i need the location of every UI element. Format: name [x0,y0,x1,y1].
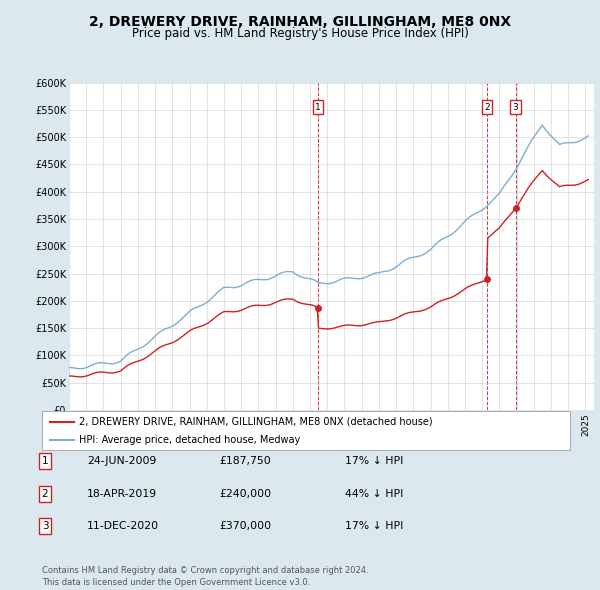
Text: 2: 2 [484,103,490,112]
Text: 2: 2 [41,489,49,499]
Text: £187,750: £187,750 [219,457,271,466]
Text: 24-JUN-2009: 24-JUN-2009 [87,457,157,466]
Text: 44% ↓ HPI: 44% ↓ HPI [345,489,403,499]
Text: 11-DEC-2020: 11-DEC-2020 [87,522,159,531]
Text: £370,000: £370,000 [219,522,271,531]
Text: 2, DREWERY DRIVE, RAINHAM, GILLINGHAM, ME8 0NX (detached house): 2, DREWERY DRIVE, RAINHAM, GILLINGHAM, M… [79,417,433,427]
Text: Price paid vs. HM Land Registry's House Price Index (HPI): Price paid vs. HM Land Registry's House … [131,27,469,40]
Text: HPI: Average price, detached house, Medway: HPI: Average price, detached house, Medw… [79,435,300,445]
Text: 17% ↓ HPI: 17% ↓ HPI [345,522,403,531]
Text: Contains HM Land Registry data © Crown copyright and database right 2024.
This d: Contains HM Land Registry data © Crown c… [42,566,368,587]
Text: £240,000: £240,000 [219,489,271,499]
Text: 17% ↓ HPI: 17% ↓ HPI [345,457,403,466]
Text: 1: 1 [41,457,49,466]
Text: 3: 3 [41,522,49,531]
Text: 3: 3 [513,103,518,112]
Text: 2, DREWERY DRIVE, RAINHAM, GILLINGHAM, ME8 0NX: 2, DREWERY DRIVE, RAINHAM, GILLINGHAM, M… [89,15,511,29]
Text: 18-APR-2019: 18-APR-2019 [87,489,157,499]
Text: 1: 1 [316,103,321,112]
